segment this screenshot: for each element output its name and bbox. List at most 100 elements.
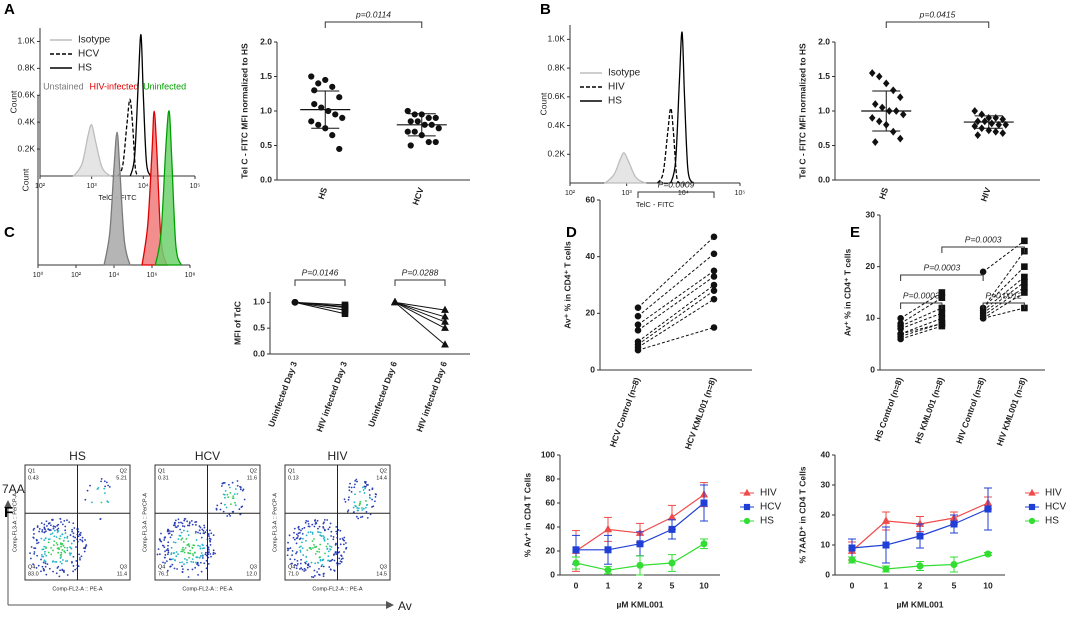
quadrant-value: 0.13 — [288, 475, 299, 481]
pair-line — [900, 312, 943, 330]
marker — [668, 559, 676, 567]
panel-label: D — [566, 224, 577, 241]
histogram-curve — [603, 152, 648, 184]
event-dot — [36, 542, 38, 545]
y-tick-label: 0 — [870, 364, 875, 374]
event-dot — [323, 572, 325, 575]
panel-label: F — [4, 504, 13, 521]
event-dot — [58, 548, 60, 551]
legend-label: HIV-infected — [89, 81, 138, 91]
event-dot — [353, 486, 356, 489]
plot-title: HIV — [327, 449, 347, 463]
event-dot — [297, 526, 300, 529]
event-dot — [197, 573, 199, 576]
x-tick-label: HIV infected Day 6 — [414, 360, 449, 433]
event-dot — [100, 501, 103, 504]
event-dot — [356, 480, 358, 483]
quadrant-value: 71.0 — [288, 571, 299, 577]
marker — [974, 117, 982, 126]
panel-label: E — [850, 224, 860, 241]
x-axis-label: Comp-FL2-A :: PE-A — [312, 586, 362, 592]
y-tick-label: 0 — [825, 569, 830, 579]
event-dot — [184, 547, 187, 549]
event-dot — [338, 557, 341, 560]
event-dot — [177, 538, 180, 540]
event-dot — [48, 522, 50, 525]
event-dot — [227, 483, 230, 486]
event-dot — [224, 489, 227, 492]
event-dot — [60, 562, 63, 565]
event-dot — [33, 533, 35, 535]
marker — [999, 129, 1007, 137]
y-tick-label: 40 — [586, 251, 596, 261]
marker — [432, 138, 439, 146]
event-dot — [73, 527, 76, 529]
marker — [710, 281, 718, 289]
event-dot — [306, 549, 309, 552]
y-axis-label: % 7AAD⁺ in CD4 T Cells — [797, 466, 807, 563]
pair-line — [637, 270, 715, 326]
event-dot — [186, 530, 189, 533]
legend-label: HCV — [78, 49, 99, 60]
event-dot — [71, 561, 73, 563]
x-tick-label: 10⁴ — [138, 183, 149, 190]
event-dot — [79, 558, 81, 561]
marker — [441, 340, 449, 348]
event-dot — [179, 534, 182, 537]
event-dot — [33, 553, 36, 555]
event-dot — [189, 552, 192, 555]
event-dot — [38, 527, 41, 530]
x-tick-label: 5 — [670, 580, 675, 590]
y-tick-label: 10 — [821, 539, 831, 549]
event-dot — [195, 524, 197, 526]
quadrant-name: Q3 — [250, 564, 257, 570]
bracket — [294, 279, 346, 286]
marker — [404, 128, 411, 135]
marker — [882, 79, 890, 88]
y-tick-label: 1.0 — [253, 297, 265, 307]
event-dot — [99, 518, 102, 521]
event-dot — [286, 554, 289, 557]
marker — [322, 76, 329, 84]
marker — [916, 562, 924, 570]
event-dot — [45, 573, 48, 576]
event-dot — [319, 559, 322, 562]
event-dot — [86, 489, 89, 492]
x-tick-label: 0 — [850, 580, 855, 590]
event-dot — [191, 568, 194, 571]
event-dot — [337, 551, 340, 554]
marker — [339, 114, 346, 122]
event-dot — [182, 541, 185, 543]
p-value: p=0.0114 — [355, 9, 391, 19]
event-dot — [305, 539, 307, 542]
marker — [332, 111, 339, 118]
event-dot — [212, 551, 215, 554]
event-dot — [293, 558, 296, 561]
event-dot — [203, 547, 205, 550]
event-dot — [289, 547, 292, 549]
x-tick-label: 1 — [606, 580, 611, 590]
event-dot — [355, 515, 358, 518]
marker — [636, 540, 644, 548]
event-dot — [181, 561, 183, 564]
event-dot — [91, 501, 93, 504]
event-dot — [181, 522, 184, 525]
event-dot — [74, 568, 77, 571]
marker — [441, 323, 449, 331]
event-dot — [62, 559, 64, 561]
marker — [435, 125, 442, 132]
event-dot — [104, 492, 106, 495]
event-dot — [333, 569, 336, 572]
event-dot — [63, 569, 65, 572]
p-value: P=0.0003 — [924, 262, 961, 272]
event-dot — [356, 509, 359, 512]
event-dot — [203, 526, 206, 529]
x-tick-label: 10⁵ — [190, 183, 201, 190]
event-dot — [359, 516, 362, 519]
event-dot — [41, 529, 44, 531]
bracket — [941, 246, 1025, 253]
event-dot — [176, 568, 178, 570]
event-dot — [195, 561, 197, 564]
event-dot — [304, 562, 307, 565]
event-dot — [374, 495, 377, 498]
